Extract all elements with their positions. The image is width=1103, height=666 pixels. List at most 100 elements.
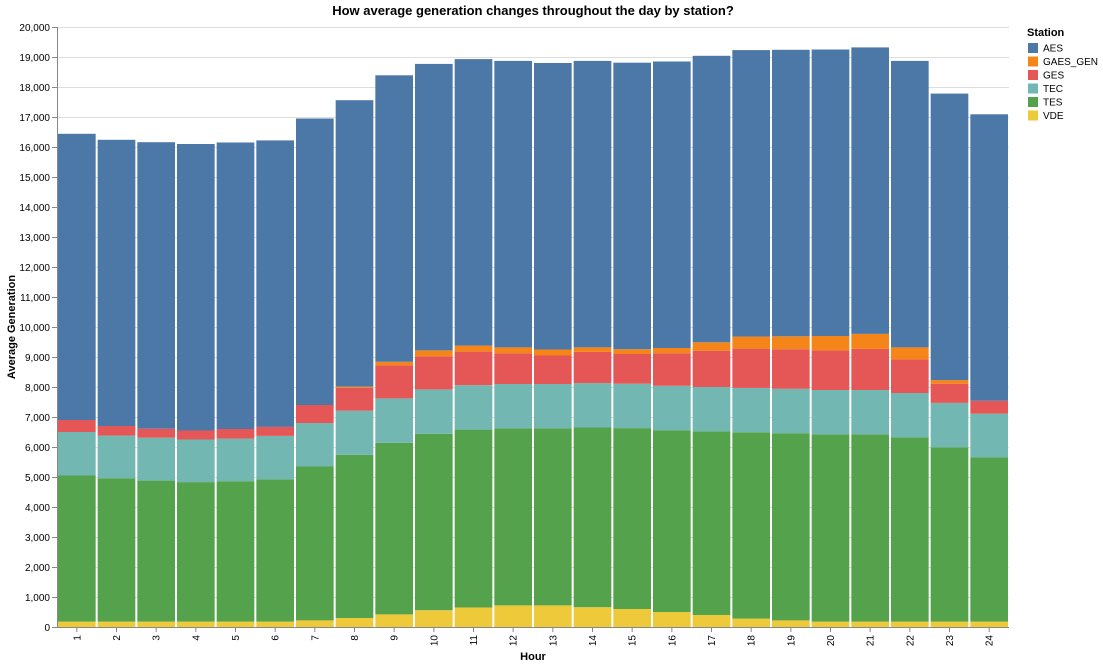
x-tick-label: 24 bbox=[985, 635, 996, 647]
y-tick-label: 4,000 bbox=[25, 503, 50, 514]
bar-aes-hour-22 bbox=[891, 60, 929, 348]
bar-vde-hour-4 bbox=[177, 621, 215, 627]
bar-tes-hour-1 bbox=[58, 475, 96, 622]
bar-tes-hour-24 bbox=[970, 457, 1008, 622]
bar-gaes-gen-hour-8 bbox=[335, 386, 374, 388]
bar-aes-hour-2 bbox=[97, 139, 136, 427]
gridlines bbox=[57, 27, 1009, 628]
legend-label-vde: VDE bbox=[1043, 111, 1064, 122]
bar-tes-hour-6 bbox=[256, 479, 294, 622]
x-tick-label: 14 bbox=[588, 635, 599, 647]
bar-tes-hour-9 bbox=[375, 442, 413, 615]
bar-tec-hour-10 bbox=[415, 389, 453, 434]
y-tick-label: 7,000 bbox=[25, 413, 50, 424]
bar-tec-hour-5 bbox=[216, 438, 255, 482]
bar-tec-hour-7 bbox=[296, 423, 334, 467]
x-tick-label: 18 bbox=[747, 635, 758, 647]
bar-aes-hour-24 bbox=[970, 114, 1008, 401]
bar-vde-hour-10 bbox=[415, 610, 453, 627]
bar-tes-hour-18 bbox=[732, 432, 770, 619]
y-tick-label: 0 bbox=[44, 623, 50, 634]
bar-ges-hour-2 bbox=[97, 426, 136, 436]
bar-aes-hour-9 bbox=[375, 75, 413, 362]
bar-tes-hour-12 bbox=[494, 428, 532, 606]
bar-gaes-gen-hour-14 bbox=[573, 347, 612, 352]
legend-title: Station bbox=[1027, 27, 1065, 39]
x-tick-label: 12 bbox=[509, 635, 520, 647]
legend-swatch-ges bbox=[1028, 70, 1038, 80]
bar-tes-hour-23 bbox=[930, 447, 969, 622]
y-axis-title: Average Generation bbox=[6, 275, 18, 379]
bar-ges-hour-22 bbox=[891, 359, 929, 393]
bar-aes-hour-4 bbox=[177, 144, 215, 431]
y-tick-label: 8,000 bbox=[25, 383, 50, 394]
bar-ges-hour-20 bbox=[811, 350, 850, 390]
bar-tec-hour-8 bbox=[335, 410, 374, 455]
bar-vde-hour-7 bbox=[296, 620, 334, 627]
bar-ges-hour-7 bbox=[296, 405, 334, 423]
bar-tes-hour-19 bbox=[772, 433, 810, 621]
x-tick-label: 21 bbox=[866, 635, 877, 647]
bar-tec-hour-9 bbox=[375, 398, 413, 443]
x-tick-label: 8 bbox=[350, 635, 361, 641]
y-tick-label: 6,000 bbox=[25, 443, 50, 454]
legend-label-ges: GES bbox=[1043, 71, 1064, 82]
bar-tec-hour-17 bbox=[692, 387, 731, 432]
bar-tes-hour-22 bbox=[891, 437, 929, 622]
bar-tes-hour-17 bbox=[692, 431, 731, 615]
x-tick-label: 2 bbox=[112, 635, 123, 641]
x-tick-label: 16 bbox=[667, 635, 678, 647]
bar-vde-hour-23 bbox=[930, 621, 969, 627]
bar-vde-hour-15 bbox=[613, 609, 651, 627]
y-tick-label: 9,000 bbox=[25, 353, 50, 364]
legend-swatch-aes bbox=[1028, 43, 1038, 53]
y-tick-label: 20,000 bbox=[19, 23, 50, 34]
bar-vde-hour-11 bbox=[454, 607, 493, 627]
bar-tes-hour-13 bbox=[534, 428, 572, 606]
bar-aes-hour-18 bbox=[732, 50, 770, 337]
bar-vde-hour-1 bbox=[58, 621, 96, 627]
bar-tec-hour-15 bbox=[613, 383, 651, 429]
bar-tec-hour-20 bbox=[811, 390, 850, 435]
bar-aes-hour-6 bbox=[256, 140, 294, 427]
bar-vde-hour-2 bbox=[97, 621, 136, 627]
bar-vde-hour-12 bbox=[494, 605, 532, 627]
bar-gaes-gen-hour-15 bbox=[613, 349, 651, 354]
bar-ges-hour-9 bbox=[375, 365, 413, 399]
bar-tes-hour-11 bbox=[454, 429, 493, 608]
bar-ges-hour-18 bbox=[732, 348, 770, 388]
x-tick-label: 20 bbox=[826, 635, 837, 647]
bar-gaes-gen-hour-12 bbox=[494, 347, 532, 354]
bar-ges-hour-15 bbox=[613, 354, 651, 384]
bar-gaes-gen-hour-10 bbox=[415, 350, 453, 357]
bar-vde-hour-9 bbox=[375, 614, 413, 627]
bar-vde-hour-22 bbox=[891, 621, 929, 627]
bar-gaes-gen-hour-17 bbox=[692, 342, 731, 351]
x-tick-label: 11 bbox=[469, 635, 480, 646]
bar-tec-hour-16 bbox=[653, 385, 691, 431]
bar-aes-hour-21 bbox=[851, 47, 889, 334]
x-tick-label: 5 bbox=[231, 635, 242, 641]
bar-aes-hour-5 bbox=[216, 142, 255, 429]
bar-tes-hour-16 bbox=[653, 430, 691, 612]
bar-gaes-gen-hour-19 bbox=[772, 336, 810, 350]
x-tick-label: 13 bbox=[548, 635, 559, 647]
bar-gaes-gen-hour-23 bbox=[930, 380, 969, 384]
bar-tes-hour-14 bbox=[573, 427, 612, 608]
bar-tes-hour-8 bbox=[335, 454, 374, 618]
bar-aes-hour-14 bbox=[573, 60, 612, 348]
bar-vde-hour-14 bbox=[573, 607, 612, 627]
legend-swatch-tec bbox=[1028, 83, 1038, 94]
y-tick-label: 3,000 bbox=[25, 533, 50, 544]
bar-ges-hour-19 bbox=[772, 349, 810, 389]
bar-tec-hour-23 bbox=[930, 402, 969, 448]
bar-vde-hour-16 bbox=[653, 612, 691, 627]
y-tick-label: 10,000 bbox=[19, 323, 50, 334]
bar-tec-hour-24 bbox=[970, 413, 1008, 458]
y-tick-label: 18,000 bbox=[19, 83, 50, 94]
y-tick-label: 12,000 bbox=[19, 263, 50, 274]
bar-aes-hour-19 bbox=[772, 49, 810, 337]
legend-swatch-vde bbox=[1028, 110, 1038, 121]
bar-tes-hour-5 bbox=[216, 481, 255, 622]
